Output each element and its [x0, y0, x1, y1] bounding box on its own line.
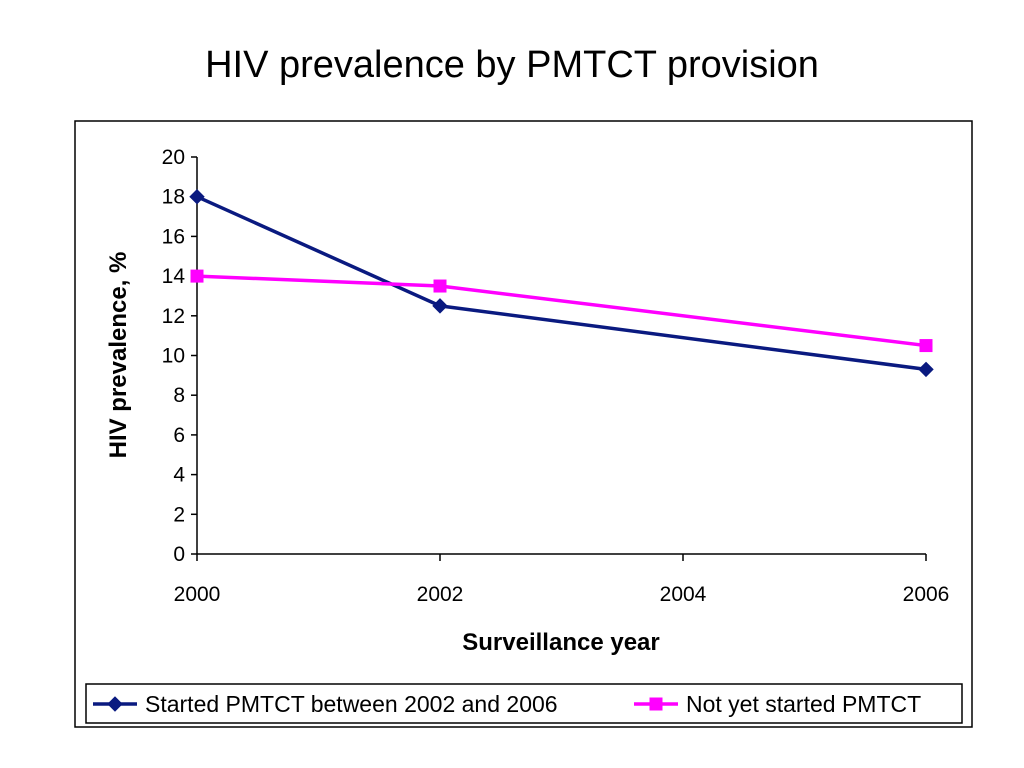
chart-title: HIV prevalence by PMTCT provision [205, 44, 819, 86]
data-point [919, 339, 933, 353]
data-point [190, 269, 204, 283]
y-tick-label: 20 [162, 146, 185, 169]
y-tick-label: 6 [173, 424, 185, 447]
x-tick-label: 2004 [660, 583, 707, 606]
y-tick-label: 16 [162, 225, 185, 248]
legend-swatch-marker [649, 697, 663, 711]
series-2 [190, 269, 933, 353]
data-point [189, 188, 205, 205]
data-point [433, 279, 447, 293]
y-tick-label: 12 [162, 305, 185, 328]
legend-box [85, 683, 963, 724]
legend-label: Not yet started PMTCT [686, 691, 921, 717]
y-tick-label: 14 [162, 265, 186, 288]
chart-frame [74, 120, 973, 728]
series-1 [189, 188, 934, 378]
x-axis: 2000 2002 2004 2006 [174, 553, 950, 606]
plot-area [189, 188, 934, 378]
y-tick-label: 2 [173, 503, 185, 526]
y-tick-label: 4 [173, 464, 185, 487]
y-tick-label: 8 [173, 384, 185, 407]
y-axis-title: HIV prevalence, % [105, 252, 132, 459]
y-tick-label: 18 [162, 186, 185, 209]
data-point [918, 361, 934, 378]
data-point [432, 298, 448, 314]
legend-label: Started PMTCT between 2002 and 2006 [145, 691, 558, 717]
y-axis: 0 2 4 6 8 10 12 14 16 18 20 [162, 146, 198, 566]
y-tick-label: 10 [162, 345, 185, 368]
x-tick-label: 2006 [903, 583, 950, 606]
x-tick-label: 2002 [417, 583, 464, 606]
legend-swatch-marker [107, 696, 123, 712]
x-tick-label: 2000 [174, 583, 221, 606]
legend: Started PMTCT between 2002 and 2006 Not y… [85, 683, 963, 724]
y-tick-label: 0 [173, 543, 185, 566]
x-axis-title: Surveillance year [462, 629, 659, 656]
